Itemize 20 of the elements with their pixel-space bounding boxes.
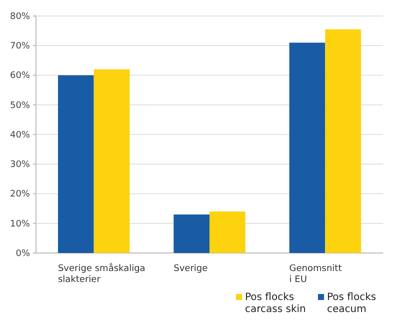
legend-label: Pos flocks carcass skin [245,292,306,315]
legend-label: Pos flocks ceacum [327,292,376,315]
y-tick-label: 20% [10,190,30,200]
bar [58,75,94,253]
y-tick-label: 40% [10,130,30,140]
bar [325,29,362,253]
y-tick-label: 70% [10,42,30,52]
y-tick-label: 10% [10,219,30,230]
y-tick-label: 50% [10,100,30,111]
y-tick-label: 80% [10,12,30,22]
x-tick-label: Sverige [174,264,208,274]
bar [174,214,210,253]
bar [94,69,130,253]
y-tick-label: 0% [16,248,30,259]
x-tick-label: Sverige småskaliga slakterier [58,263,146,285]
y-tick-label: 60% [10,71,30,82]
bar [210,212,246,253]
y-tick-label: 30% [10,160,30,170]
x-tick-label: Genomsnitt i EU [289,264,342,285]
bar [289,42,326,253]
